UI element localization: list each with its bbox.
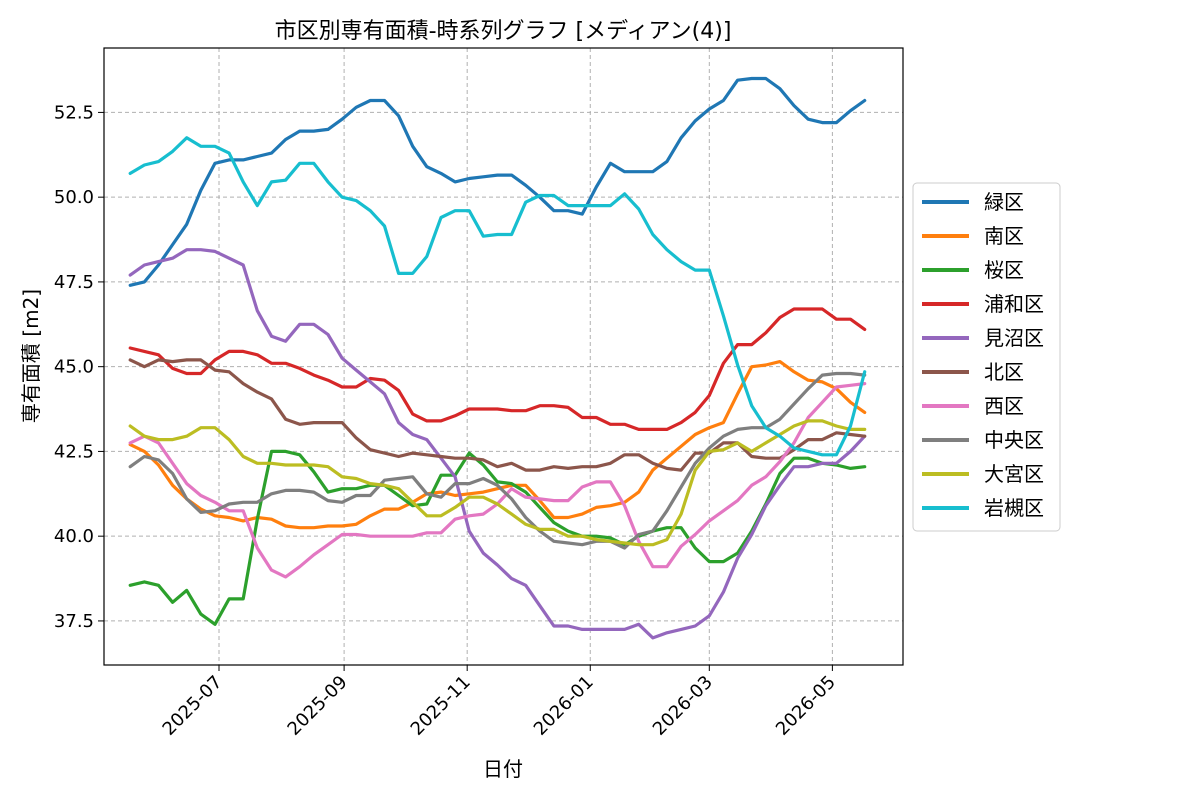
series-lines — [128, 76, 867, 640]
y-axis-ticks: 37.5 40.0 42.5 45.0 47.5 50.0 52.5 — [54, 102, 104, 632]
series-line-3 — [128, 307, 867, 431]
plot-frame — [103, 47, 904, 666]
legend-label: 桜区 — [984, 258, 1024, 282]
y-tick-label: 52.5 — [54, 102, 94, 123]
y-tick-label: 50.0 — [54, 187, 94, 208]
legend-label: 南区 — [984, 224, 1024, 248]
y-tick-label: 47.5 — [54, 272, 94, 293]
legend-label: 見沼区 — [984, 326, 1044, 350]
series-line-1 — [128, 360, 867, 530]
y-tick-label: 40.0 — [54, 526, 94, 547]
legend-label: 北区 — [984, 360, 1024, 384]
x-axis-title: 日付 — [483, 757, 523, 781]
legend-label: 緑区 — [984, 190, 1024, 214]
legend-label: 中央区 — [984, 428, 1044, 452]
legend-label: 浦和区 — [984, 292, 1044, 316]
series-line-2 — [128, 449, 867, 626]
chart-title: 市区別専有面積-時系列グラフ [メディアン(4)] — [275, 19, 732, 44]
y-tick-label: 37.5 — [54, 611, 94, 632]
y-axis-title: 専有面積 [m2] — [19, 289, 43, 423]
legend-label: 岩槻区 — [984, 496, 1044, 520]
series-line-4 — [128, 248, 867, 640]
y-tick-label: 42.5 — [54, 441, 94, 462]
legend-label: 大宮区 — [984, 462, 1044, 486]
y-tick-label: 45.0 — [54, 357, 94, 378]
series-line-0 — [128, 76, 867, 287]
series-line-8 — [128, 419, 867, 547]
legend-label: 西区 — [984, 394, 1024, 418]
series-line-9 — [128, 136, 867, 457]
series-line-7 — [128, 371, 867, 550]
grid-lines — [104, 48, 903, 665]
